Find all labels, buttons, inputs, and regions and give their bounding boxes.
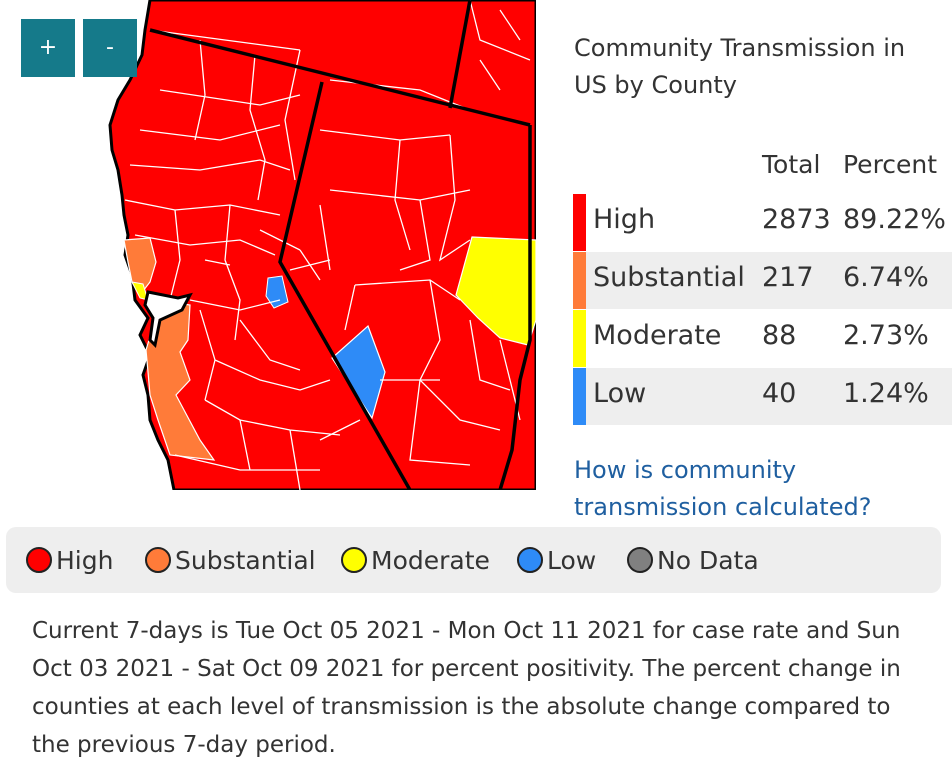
high-swatch	[573, 194, 586, 251]
legend-label: Low	[547, 545, 597, 575]
row-level: High	[593, 204, 656, 235]
moderate-swatch	[573, 310, 586, 367]
row-level: Substantial	[593, 262, 745, 293]
legend-item-high[interactable]: High	[26, 545, 113, 575]
low-swatch	[573, 368, 586, 425]
row-level: Low	[593, 378, 647, 409]
row-level: Moderate	[593, 320, 722, 351]
table-row-moderate: Moderate 88 2.73%	[573, 310, 952, 367]
row-percent: 2.73%	[843, 320, 929, 351]
row-percent: 89.22%	[843, 204, 946, 235]
table-row-high: High 2873 89.22%	[573, 194, 952, 251]
map-moderate-region	[455, 236, 536, 346]
map-state-borders	[149, 0, 532, 490]
county-map[interactable]: + -	[0, 0, 536, 490]
legend-label: Moderate	[371, 545, 490, 575]
row-total: 2873	[762, 204, 831, 235]
map-substantial-region	[145, 299, 216, 461]
map-bay-water	[143, 290, 193, 349]
table-row-low: Low 40 1.24%	[573, 368, 952, 425]
low-dot-icon	[517, 547, 543, 573]
row-percent: 1.24%	[843, 378, 929, 409]
high-dot-icon	[26, 547, 52, 573]
substantial-swatch	[573, 252, 586, 309]
map-substantial-region	[123, 237, 157, 297]
date-range-note: Current 7-days is Tue Oct 05 2021 - Mon …	[32, 618, 901, 758]
legend-item-moderate[interactable]: Moderate	[341, 545, 490, 575]
map-low-region	[265, 275, 289, 309]
substantial-dot-icon	[145, 547, 171, 573]
county-map-svg[interactable]	[0, 0, 536, 490]
moderate-dot-icon	[341, 547, 367, 573]
row-total: 217	[762, 262, 814, 293]
map-land	[108, 0, 536, 490]
legend-label: No Data	[657, 545, 759, 575]
no-data-dot-icon	[627, 547, 653, 573]
row-total: 88	[762, 320, 797, 351]
table-header-percent: Percent	[843, 150, 938, 179]
zoom-in-button[interactable]: +	[21, 19, 75, 77]
legend-label: Substantial	[175, 545, 316, 575]
table-row-substantial: Substantial 217 6.74%	[573, 252, 952, 309]
row-total: 40	[762, 378, 797, 409]
legend-item-low[interactable]: Low	[517, 545, 596, 575]
calculation-info-link[interactable]: How is community transmission calculated…	[574, 456, 872, 521]
legend-label: High	[56, 545, 114, 575]
map-county-borders	[124, 0, 531, 490]
panel-title: Community Transmission in US by County	[574, 34, 906, 99]
map-low-region	[331, 324, 386, 420]
legend-item-no-data[interactable]: No Data	[627, 545, 759, 575]
table-header-total: Total	[762, 150, 821, 179]
map-legend: High Substantial Moderate Low No Data	[6, 527, 941, 593]
legend-item-substantial[interactable]: Substantial	[145, 545, 316, 575]
zoom-out-button[interactable]: -	[83, 19, 137, 77]
row-percent: 6.74%	[843, 262, 929, 293]
